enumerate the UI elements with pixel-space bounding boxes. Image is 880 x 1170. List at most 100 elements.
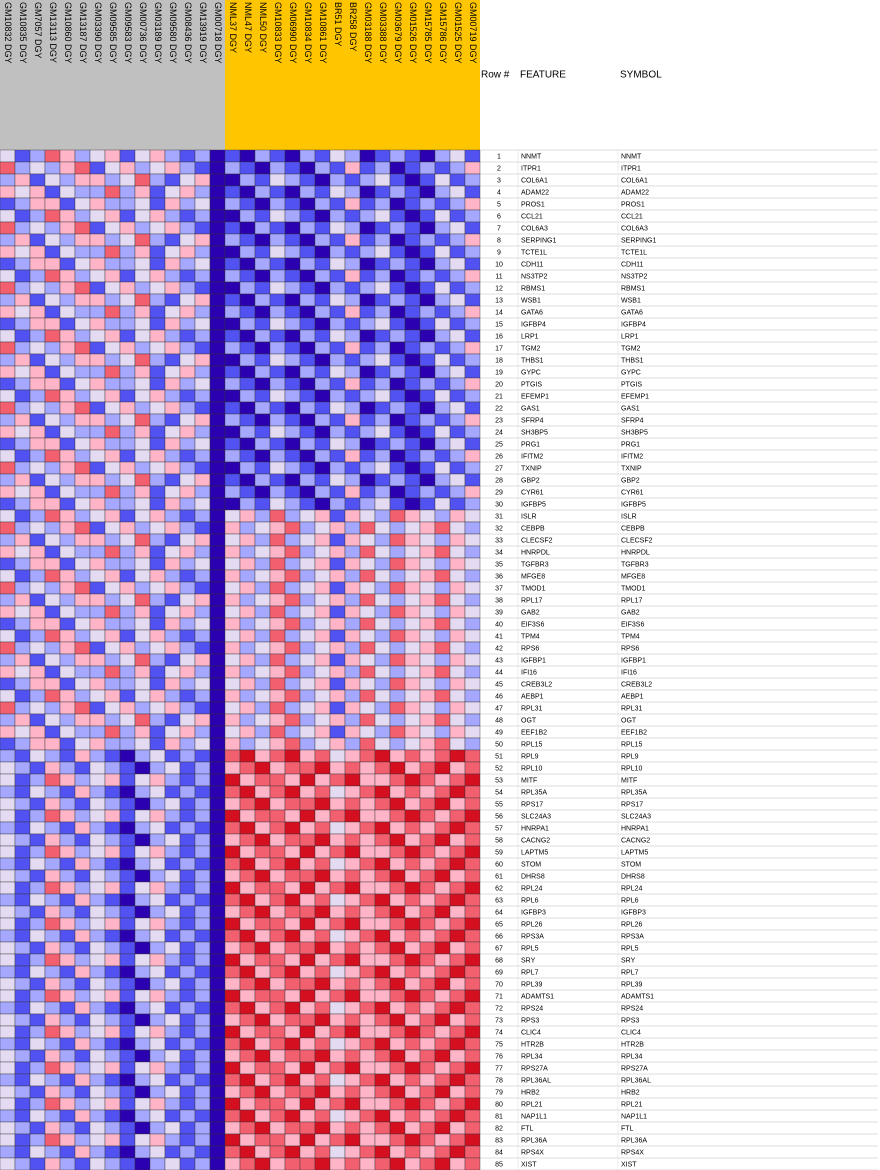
heatmap-cell — [44, 389, 61, 403]
heatmap-cell — [284, 749, 301, 763]
heatmap-cell — [449, 929, 466, 943]
heatmap-cell — [464, 593, 481, 607]
heatmap-cell — [404, 965, 421, 979]
heatmap-cell — [329, 1085, 346, 1099]
heatmap-cell — [464, 317, 481, 331]
heatmap-cell — [314, 905, 331, 919]
heatmap-cell — [389, 737, 406, 751]
heatmap-cell — [194, 605, 211, 619]
heatmap-cell — [299, 173, 316, 187]
heatmap-cell — [89, 617, 106, 631]
heatmap-cell — [434, 809, 451, 823]
feature: IGFBP4 — [521, 321, 546, 328]
heatmap-cell — [164, 749, 181, 763]
heatmap-cell — [209, 773, 226, 787]
row-number: 16 — [495, 333, 503, 340]
heatmap-cell — [89, 449, 106, 463]
heatmap-cell — [254, 881, 271, 895]
heatmap-cell — [314, 605, 331, 619]
heatmap-cell — [254, 857, 271, 871]
heatmap-cell — [419, 557, 436, 571]
heatmap-cell — [104, 797, 121, 811]
heatmap-cell — [209, 485, 226, 499]
heatmap-cell — [29, 1109, 46, 1123]
heatmap-cell — [179, 917, 196, 931]
heatmap-cell — [59, 701, 76, 715]
heatmap-cell — [59, 161, 76, 175]
heatmap-cell — [59, 521, 76, 535]
heatmap-cell — [254, 569, 271, 583]
heatmap-cell — [149, 749, 166, 763]
heatmap-cell — [404, 533, 421, 547]
heatmap-cell — [89, 1157, 106, 1170]
heatmap-cell — [149, 341, 166, 355]
heatmap-cell — [209, 413, 226, 427]
feature: THBS1 — [521, 357, 544, 364]
heatmap-cell — [449, 1025, 466, 1039]
heatmap-cell — [209, 833, 226, 847]
heatmap-cell — [59, 1109, 76, 1123]
heatmap-cell — [74, 1049, 91, 1063]
heatmap-cell — [209, 293, 226, 307]
heatmap-cell — [44, 1157, 61, 1170]
heatmap-cell — [344, 725, 361, 739]
heatmap-cell — [104, 245, 121, 259]
heatmap-cell — [164, 989, 181, 1003]
heatmap-cell — [164, 905, 181, 919]
heatmap-cell — [224, 641, 241, 655]
heatmap-cell — [374, 509, 391, 523]
heatmap-cell — [224, 557, 241, 571]
heatmap-cell — [299, 581, 316, 595]
heatmap-cell — [314, 509, 331, 523]
column-label: GM09583 DGY — [123, 2, 133, 64]
heatmap-cell — [44, 1001, 61, 1015]
heatmap-cell — [89, 377, 106, 391]
heatmap-cell — [29, 425, 46, 439]
feature: CEBPB — [521, 525, 545, 532]
heatmap-cell — [449, 449, 466, 463]
heatmap-cell — [464, 149, 481, 163]
heatmap-cell — [59, 1157, 76, 1170]
heatmap-cell — [284, 629, 301, 643]
heatmap-cell — [44, 1073, 61, 1087]
heatmap-cell — [59, 509, 76, 523]
heatmap-cell — [149, 941, 166, 955]
column-label: GM10832 DGY — [3, 2, 13, 64]
heatmap-cell — [419, 389, 436, 403]
row-number-header: Row # — [481, 70, 510, 81]
heatmap-cell — [179, 1157, 196, 1170]
heatmap-cell — [89, 1013, 106, 1027]
heatmap-cell — [239, 521, 256, 535]
heatmap-cell — [134, 821, 151, 835]
heatmap-cell — [164, 881, 181, 895]
heatmap-cell — [314, 533, 331, 547]
heatmap-cell — [14, 833, 31, 847]
heatmap-cell — [374, 617, 391, 631]
heatmap-cell — [74, 737, 91, 751]
heatmap-cell — [119, 497, 136, 511]
heatmap-cell — [119, 581, 136, 595]
heatmap-cell — [299, 905, 316, 919]
heatmap-cell — [374, 437, 391, 451]
heatmap-cell — [179, 569, 196, 583]
heatmap-cell — [269, 953, 286, 967]
heatmap-cell — [149, 785, 166, 799]
heatmap-cell — [344, 581, 361, 595]
heatmap-cell — [224, 737, 241, 751]
heatmap-cell — [329, 233, 346, 247]
symbol: HNRPA1 — [621, 825, 649, 832]
heatmap-cell — [389, 1061, 406, 1075]
heatmap-cell — [29, 533, 46, 547]
heatmap-cell — [269, 377, 286, 391]
heatmap-cell — [74, 929, 91, 943]
heatmap-cell — [74, 377, 91, 391]
heatmap-cell — [209, 461, 226, 475]
heatmap-cell — [284, 701, 301, 715]
heatmap-cell — [59, 869, 76, 883]
heatmap-cell — [149, 617, 166, 631]
heatmap-cell — [284, 689, 301, 703]
heatmap-cell — [404, 1073, 421, 1087]
heatmap-cell — [194, 461, 211, 475]
heatmap-cell — [404, 845, 421, 859]
heatmap-cell — [314, 305, 331, 319]
